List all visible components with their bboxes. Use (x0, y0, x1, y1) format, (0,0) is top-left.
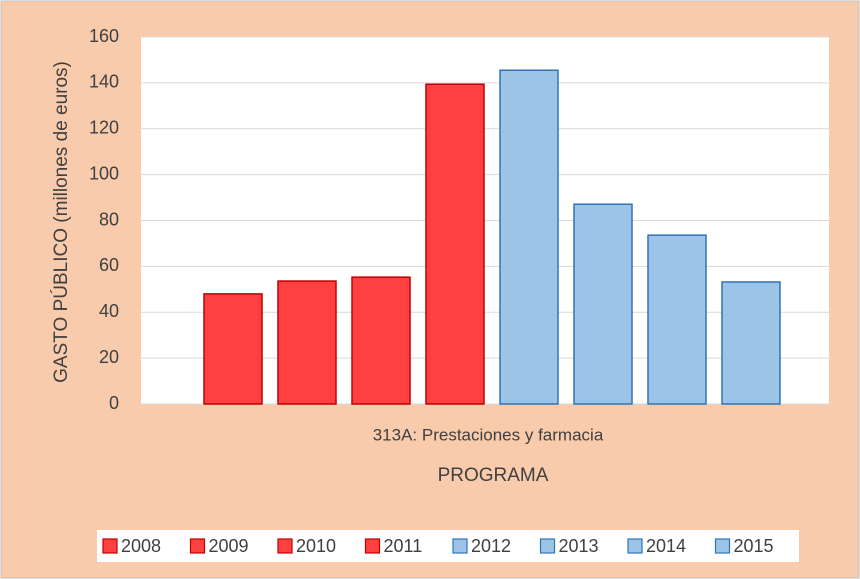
legend-label: 2011 (384, 536, 423, 556)
legend-swatch (189, 538, 206, 554)
y-tick-label: 120 (89, 118, 119, 138)
bar (425, 83, 485, 405)
legend-label: 2009 (209, 536, 249, 556)
bar (647, 234, 707, 405)
legend-label: 2015 (734, 536, 774, 556)
y-axis-title: GASTO PÚBLICO (millones de euros) (50, 61, 72, 383)
legend-swatch (627, 538, 643, 554)
legend-label: 2012 (471, 536, 511, 556)
x-axis-title: PROGRAMA (438, 465, 549, 486)
legend-swatch (452, 538, 468, 554)
y-tick-label: 20 (99, 347, 119, 367)
legend-label: 2013 (559, 536, 599, 556)
legend-label: 2010 (296, 536, 336, 556)
bar (203, 293, 263, 405)
x-tick-label: 313A: Prestaciones y farmacia (373, 425, 604, 444)
legend-box (97, 530, 799, 562)
y-tick-label: 60 (99, 255, 119, 275)
legend-swatch (102, 538, 118, 554)
legend-label: 2008 (121, 536, 161, 556)
y-tick-label: 100 (89, 163, 119, 183)
y-tick-label: 140 (89, 72, 119, 92)
legend-swatch (714, 538, 731, 554)
bar (573, 203, 633, 405)
bar (721, 281, 781, 405)
legend-swatch (277, 538, 293, 554)
y-tick-label: 160 (89, 26, 119, 46)
y-tick-label: 40 (99, 301, 119, 321)
legend-swatch (364, 538, 381, 554)
y-tick-label: 80 (99, 209, 119, 229)
bar (351, 276, 411, 405)
y-tick-label: 0 (109, 393, 119, 413)
bar (277, 280, 337, 405)
bar (499, 69, 559, 405)
legend-label: 2014 (646, 536, 686, 556)
legend-swatch (539, 538, 556, 554)
